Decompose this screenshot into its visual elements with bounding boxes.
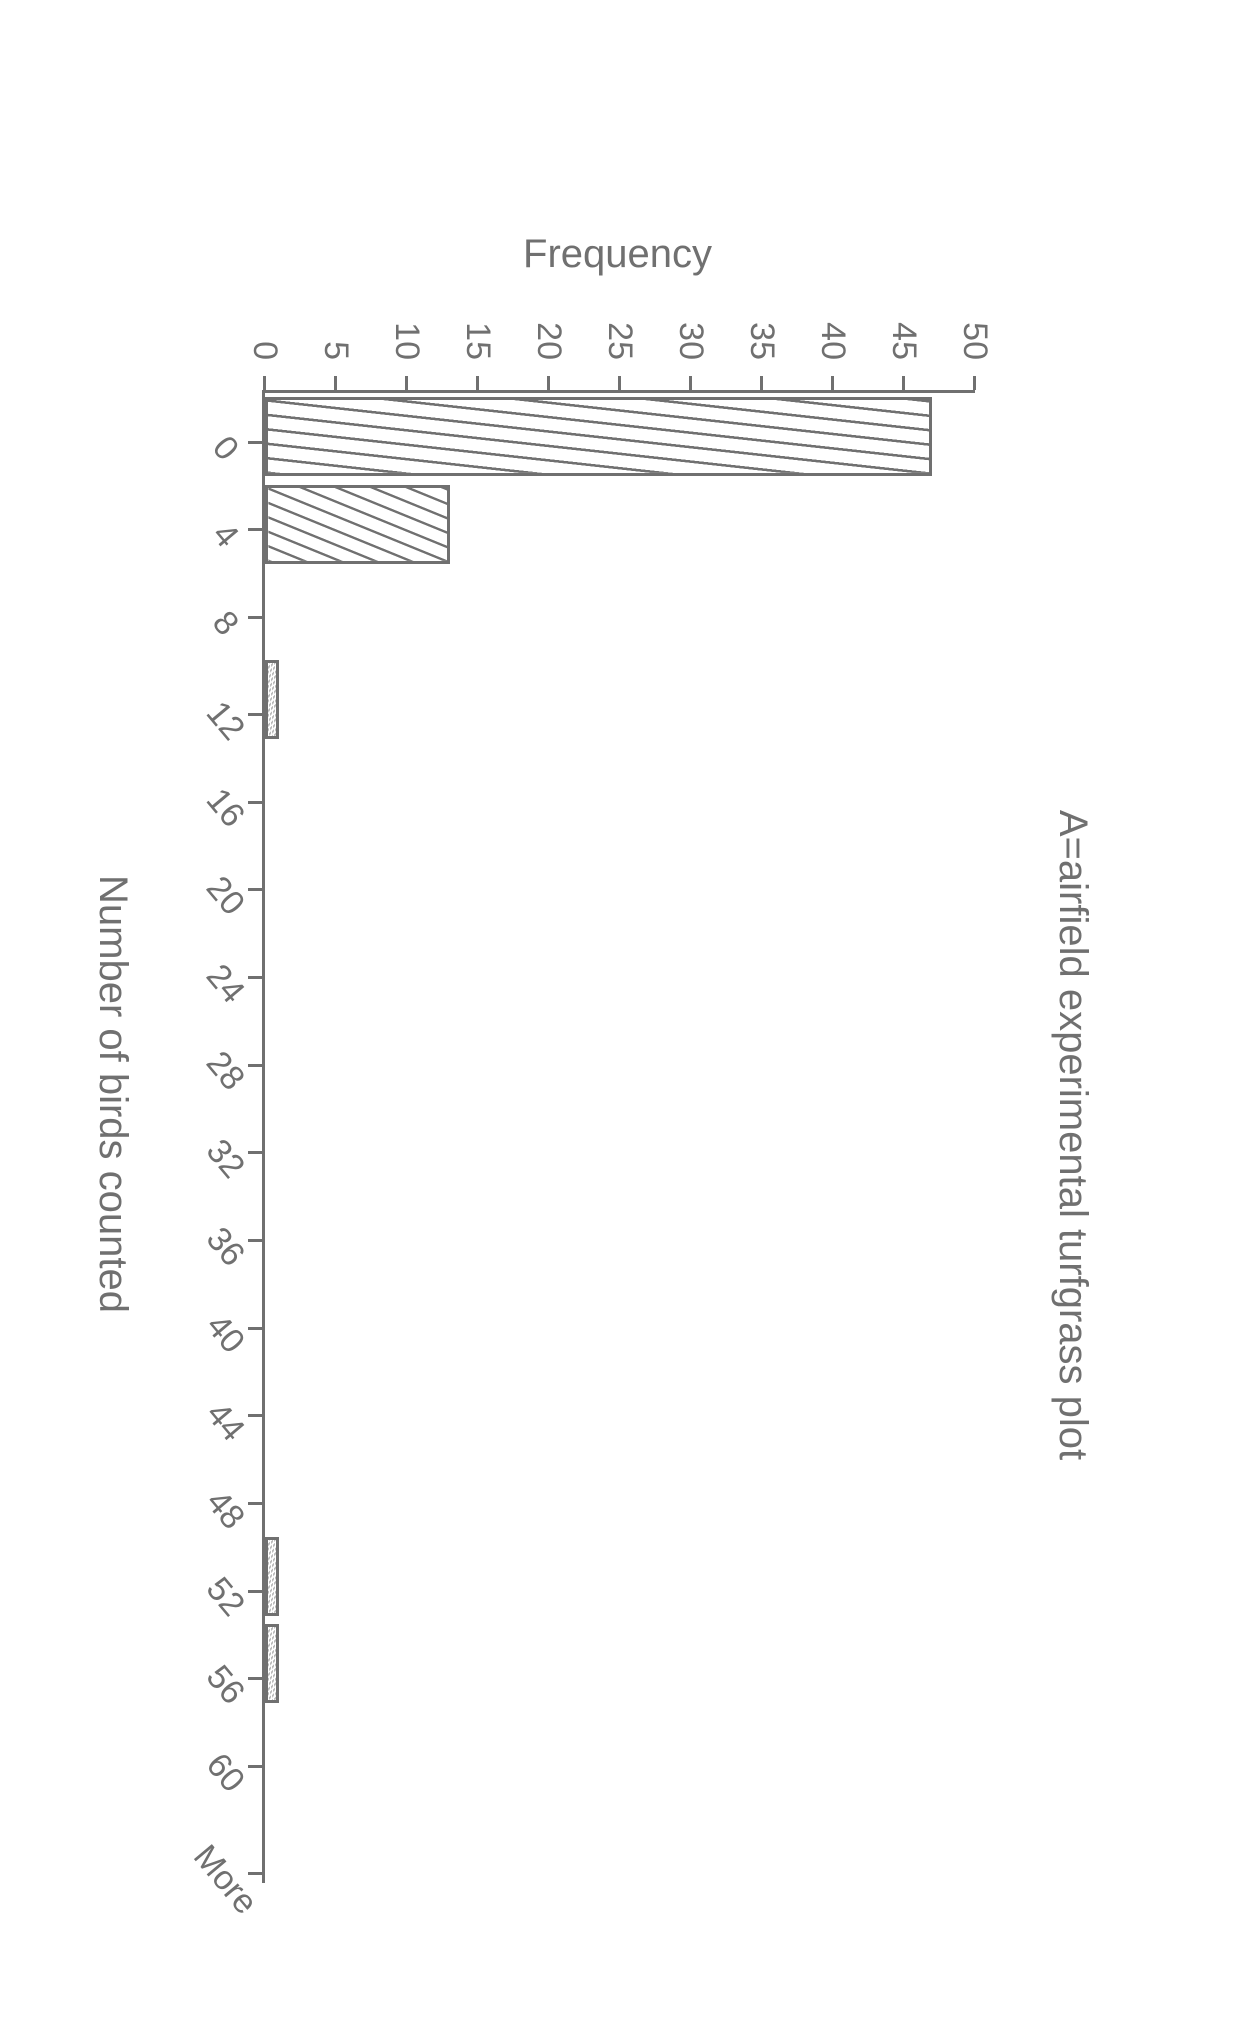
y-tick-label: 50 xyxy=(956,290,995,360)
y-tick-mark xyxy=(761,376,764,390)
x-tick: 8 xyxy=(209,608,262,627)
x-tick-mark xyxy=(248,976,262,979)
y-tick-mark xyxy=(974,376,977,390)
x-tick: 32 xyxy=(209,1134,262,1172)
x-tick-mark xyxy=(248,1151,262,1154)
y-tick-label: 15 xyxy=(459,290,498,360)
y-tick-label: 10 xyxy=(388,290,427,360)
x-tick-label: 28 xyxy=(198,1044,252,1098)
y-tick-mark xyxy=(619,376,622,390)
y-tick: 5 xyxy=(319,290,353,390)
x-tick: 48 xyxy=(209,1485,262,1523)
x-tick-mark xyxy=(248,1872,262,1875)
y-tick-label: 45 xyxy=(885,290,924,360)
x-tick-label: 32 xyxy=(198,1132,252,1186)
y-tick: 25 xyxy=(603,290,637,390)
x-tick: 36 xyxy=(209,1222,262,1260)
x-tick-mark xyxy=(248,1239,262,1242)
x-tick: More xyxy=(209,1835,262,1912)
x-tick-mark xyxy=(248,888,262,891)
x-tick-label: 8 xyxy=(204,604,246,644)
x-tick-mark xyxy=(248,801,262,804)
histogram-bar xyxy=(265,397,932,476)
x-tick: 44 xyxy=(209,1397,262,1435)
x-tick: 16 xyxy=(209,783,262,821)
x-tick-label: 16 xyxy=(198,781,252,835)
y-tick-label: 40 xyxy=(814,290,853,360)
y-tick-mark xyxy=(406,376,409,390)
x-tick: 28 xyxy=(209,1046,262,1084)
y-tick-mark xyxy=(690,376,693,390)
x-tick-mark xyxy=(248,1064,262,1067)
y-tick-mark xyxy=(477,376,480,390)
x-tick-label: 24 xyxy=(198,957,252,1011)
x-tick-mark xyxy=(248,616,262,619)
histogram-bar xyxy=(265,485,450,564)
y-tick: 0 xyxy=(248,290,282,390)
x-tick-mark xyxy=(248,441,262,444)
plot-area xyxy=(262,390,975,1883)
x-tick-mark xyxy=(248,1677,262,1680)
y-tick-mark xyxy=(548,376,551,390)
x-tick-mark xyxy=(248,528,262,531)
x-tick: 60 xyxy=(209,1748,262,1786)
x-tick-label: 56 xyxy=(198,1658,252,1712)
y-tick-mark xyxy=(264,376,267,390)
x-tick-label: 44 xyxy=(198,1395,252,1449)
x-tick-label: 0 xyxy=(204,429,246,469)
x-tick: 24 xyxy=(209,959,262,997)
x-tick: 4 xyxy=(209,520,262,539)
x-tick-mark xyxy=(248,1327,262,1330)
x-tick-label: 4 xyxy=(204,516,246,556)
y-tick-mark xyxy=(335,376,338,390)
y-tick: 10 xyxy=(390,290,424,390)
x-axis-title: Number of birds counted xyxy=(90,875,135,1313)
y-tick-mark xyxy=(832,376,835,390)
histogram-bar xyxy=(265,1537,279,1616)
x-tick: 56 xyxy=(209,1660,262,1698)
x-tick-label: More xyxy=(185,1838,265,1922)
x-tick: 40 xyxy=(209,1309,262,1347)
x-tick-mark xyxy=(248,1502,262,1505)
y-axis-title: Frequency xyxy=(523,232,712,277)
x-tick: 52 xyxy=(209,1572,262,1610)
y-tick-label: 35 xyxy=(743,290,782,360)
y-tick-mark xyxy=(903,376,906,390)
x-tick-label: 60 xyxy=(198,1746,252,1800)
x-tick-mark xyxy=(248,1765,262,1768)
x-tick-label: 48 xyxy=(198,1483,252,1537)
y-tick-label: 30 xyxy=(672,290,711,360)
histogram-bar xyxy=(265,1624,279,1703)
x-tick-label: 12 xyxy=(198,694,252,748)
x-tick: 0 xyxy=(209,433,262,452)
y-tick: 50 xyxy=(958,290,992,390)
histogram-bar xyxy=(265,660,279,739)
x-tick-label: 20 xyxy=(198,869,252,923)
y-tick: 20 xyxy=(532,290,566,390)
y-tick: 40 xyxy=(816,290,850,390)
y-tick-label: 5 xyxy=(317,290,356,360)
x-tick: 12 xyxy=(209,696,262,734)
y-tick-label: 20 xyxy=(530,290,569,360)
y-tick-label: 0 xyxy=(246,290,285,360)
x-tick-mark xyxy=(248,713,262,716)
y-tick: 15 xyxy=(461,290,495,390)
x-tick-label: 52 xyxy=(198,1570,252,1624)
x-tick-label: 40 xyxy=(198,1307,252,1361)
y-tick: 35 xyxy=(745,290,779,390)
x-tick-mark xyxy=(248,1414,262,1417)
y-tick-label: 25 xyxy=(601,290,640,360)
x-tick-mark xyxy=(248,1590,262,1593)
y-tick: 45 xyxy=(887,290,921,390)
chart-title: A=airfield experimental turfgrass plot xyxy=(1050,390,1095,1880)
x-tick: 20 xyxy=(209,871,262,909)
y-tick: 30 xyxy=(674,290,708,390)
x-tick-label: 36 xyxy=(198,1220,252,1274)
